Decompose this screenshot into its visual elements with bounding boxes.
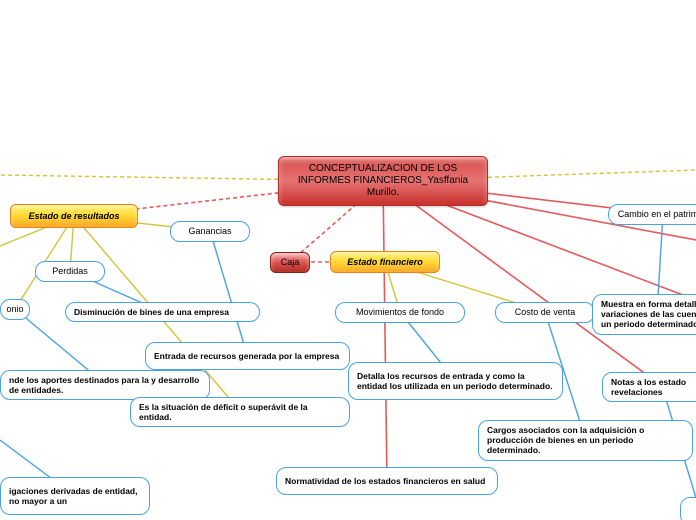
node-cambio_pat[interactable]: Cambio en el patrimon (608, 204, 696, 225)
node-label: igaciones derivadas de entidad, no mayor… (9, 486, 141, 506)
node-deficit[interactable]: Es la situación de déficit o superávit d… (130, 397, 350, 427)
node-normativ[interactable]: Normatividad de los estados financieros … (276, 467, 498, 495)
node-estado_res[interactable]: Estado de resultados (10, 204, 138, 228)
node-notas[interactable]: Notas a los estado revelaciones (602, 372, 696, 402)
node-label: Ganancias (188, 226, 231, 237)
node-label: Caja (281, 257, 300, 268)
node-label: Movimientos de fondo (356, 307, 444, 318)
node-label: CONCEPTUALIZACION DE LOS INFORMES FINANC… (287, 163, 479, 199)
node-cargos[interactable]: Cargos asociados con la adquisición o pr… (478, 420, 693, 461)
node-label: Estado financiero (347, 257, 423, 268)
node-label: Muestra en forma detall variaciones de l… (601, 299, 696, 330)
node-aportes[interactable]: nde los aportes destinados para la y des… (0, 370, 210, 400)
node-label: Estado de resultados (28, 211, 119, 222)
node-caja[interactable]: Caja (270, 252, 310, 273)
node-label: Es la situación de déficit o superávit d… (139, 402, 341, 422)
node-detalla_rec[interactable]: Detalla los recursos de entrada y como l… (348, 362, 563, 400)
node-label: Perdidas (52, 266, 88, 277)
node-dismin[interactable]: Disminución de bines de una empresa (65, 302, 260, 322)
node-costo_venta[interactable]: Costo de venta (495, 302, 595, 323)
node-label: Costo de venta (515, 307, 576, 318)
node-label: Normatividad de los estados financieros … (285, 476, 485, 486)
node-label: onio (7, 304, 24, 315)
node-label: nde los aportes destinados para la y des… (9, 375, 201, 395)
node-obligac[interactable]: igaciones derivadas de entidad, no mayor… (0, 477, 150, 515)
edge (210, 231, 248, 356)
node-mov_fondo[interactable]: Movimientos de fondo (335, 302, 465, 323)
edge (383, 181, 387, 481)
node-label: Disminución de bines de una empresa (74, 307, 229, 317)
node-muestra_det[interactable]: Muestra en forma detall variaciones de l… (592, 294, 696, 335)
node-label: Cambio en el patrimon (618, 209, 696, 220)
node-perdidas[interactable]: Perdidas (35, 261, 105, 282)
node-label: Cargos asociados con la adquisición o pr… (487, 425, 684, 456)
node-title[interactable]: CONCEPTUALIZACION DE LOS INFORMES FINANC… (278, 156, 488, 206)
node-label: Detalla los recursos de entrada y como l… (357, 371, 554, 391)
node-corner[interactable] (680, 497, 696, 520)
node-estado_fin[interactable]: Estado financiero (330, 251, 440, 273)
node-onio[interactable]: onio (0, 299, 30, 320)
node-ganancias[interactable]: Ganancias (170, 221, 250, 242)
node-label: Entrada de recursos generada por la empr… (154, 351, 339, 361)
node-label: Notas a los estado revelaciones (611, 377, 696, 397)
node-entrada_rec[interactable]: Entrada de recursos generada por la empr… (145, 342, 350, 370)
